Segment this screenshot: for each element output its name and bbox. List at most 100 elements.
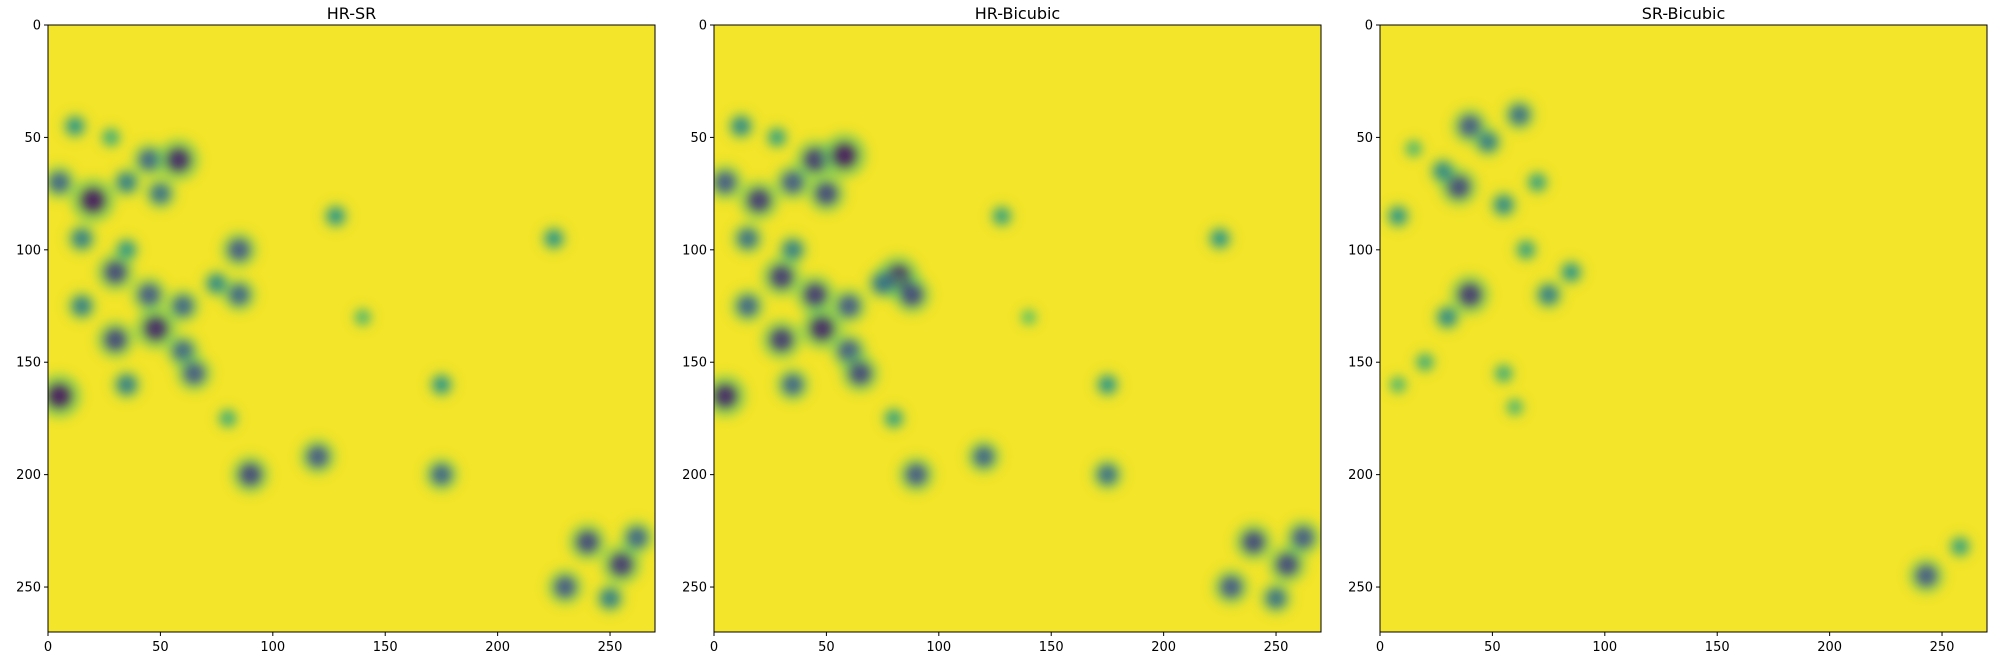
y-tick-label: 100 (682, 243, 707, 258)
heatmap-blob (1390, 377, 1406, 393)
heatmap-blob (149, 183, 171, 205)
x-tick-label: 150 (373, 640, 398, 655)
axes-frame (47, 24, 656, 633)
heatmap-blob (1457, 282, 1483, 308)
x-tick-label: 150 (1039, 640, 1064, 655)
heatmap-panel-hr-sr: HR-SR 0 50 100 150 200 250 0 50 100 150 200 250 (16, 4, 656, 655)
x-tick-label: 50 (152, 640, 169, 655)
heatmap-blob (782, 239, 803, 260)
y-tick-label: 50 (690, 131, 707, 146)
heatmap-blob (781, 373, 804, 396)
heatmap-blob (65, 117, 84, 136)
y-tick-label: 200 (682, 468, 707, 483)
heatmap-blob (48, 382, 73, 410)
y-tick-label: 150 (16, 356, 41, 371)
heatmap-blob (1437, 307, 1457, 327)
heatmap-blob (1291, 526, 1315, 550)
axes-frame (1379, 24, 1988, 633)
heatmap-blob (972, 445, 995, 468)
y-tick-label: 50 (1356, 131, 1373, 146)
heatmap-blob (885, 409, 903, 427)
heatmap-blob (228, 283, 251, 306)
heatmap-blob (71, 228, 92, 249)
heatmap-blob (714, 382, 739, 409)
x-tick-label: 100 (260, 640, 285, 655)
heatmap-blob (219, 410, 236, 427)
heatmap-blob (1494, 195, 1514, 215)
heatmap-blob (1096, 464, 1118, 486)
heatmap-blob (182, 361, 206, 385)
heatmap-blob (355, 309, 371, 325)
y-tick-label: 0 (1365, 19, 1373, 34)
heatmap-blob (103, 327, 128, 352)
heatmap-blob (746, 187, 772, 213)
heatmap-blob (1562, 263, 1581, 282)
y-tick-label: 0 (33, 19, 41, 34)
heatmap-blob (48, 171, 71, 194)
y-tick-label: 100 (16, 243, 41, 258)
y-tick-label: 250 (682, 581, 707, 596)
heatmap-blob (1275, 552, 1300, 577)
heatmap-blob (993, 207, 1011, 225)
heatmap-blob (600, 588, 621, 609)
heatmap-blob (608, 552, 634, 578)
x-tick-label: 0 (44, 640, 52, 655)
heatmap-blob (326, 207, 345, 226)
heatmap-blob (138, 148, 161, 171)
heatmap-blob (1219, 575, 1243, 599)
heatmap-blob (904, 463, 928, 487)
x-tick-label: 250 (598, 640, 623, 655)
heatmap-blob (1508, 104, 1530, 126)
heatmap-blob (116, 172, 137, 193)
heatmap-blob (1098, 375, 1117, 394)
heatmap-blob (848, 361, 873, 386)
heatmap-blob (227, 238, 251, 262)
x-tick-label: 200 (485, 640, 510, 655)
heatmap-blob (736, 295, 759, 318)
x-tick-label: 250 (1264, 640, 1289, 655)
heatmap-blob (1538, 284, 1559, 305)
heatmap-blob (102, 129, 119, 146)
heatmap-blob (71, 296, 92, 317)
heatmap-blob (1021, 310, 1036, 325)
panel-title: HR-SR (327, 4, 377, 23)
heatmap-blob (207, 274, 227, 294)
heatmap-blob (575, 530, 600, 555)
heatmap-panel-sr-bicubic: SR-Bicubic 0 50 100 150 200 250 0 50 100 150 200 25… (1348, 4, 1988, 655)
heatmap-image (714, 25, 1321, 632)
heatmap-blob (1416, 354, 1433, 371)
heatmap-blob (1528, 173, 1546, 191)
x-tick-label: 250 (1930, 640, 1955, 655)
heatmap-blob (430, 463, 453, 486)
x-tick-label: 0 (710, 640, 718, 655)
heatmap-blob (1241, 530, 1266, 555)
heatmap-blob (1210, 229, 1229, 248)
x-tick-label: 200 (1817, 640, 1842, 655)
heatmap-blob (1507, 399, 1523, 415)
heatmap-blob (238, 462, 263, 487)
heatmap-blob (306, 445, 330, 469)
heatmap-blob (79, 186, 107, 214)
y-tick-label: 250 (1348, 581, 1373, 596)
heatmap-blob (814, 181, 839, 206)
heatmap-blob (171, 295, 194, 318)
heatmap-blob (1517, 241, 1535, 259)
heatmap-blob (103, 260, 128, 285)
panel-title: SR-Bicubic (1642, 4, 1726, 23)
heatmap-panel-hr-bicubic: HR-Bicubic 0 50 100 150 200 250 0 50 100 150 200 25… (682, 4, 1322, 655)
x-tick-label: 100 (926, 640, 951, 655)
heatmap-blob (142, 315, 169, 342)
x-tick-label: 50 (1484, 640, 1501, 655)
heatmap-blob (116, 374, 137, 395)
axes-frame (713, 24, 1322, 633)
panel-title: HR-Bicubic (975, 4, 1060, 23)
heatmap-blob (872, 273, 894, 295)
heatmap-blob (553, 575, 577, 599)
heatmap-blob (1477, 131, 1498, 152)
y-tick-label: 100 (1348, 243, 1373, 258)
heatmap-blob (137, 283, 161, 307)
heatmap-blob (1388, 207, 1407, 226)
heatmap-blob (737, 228, 759, 250)
heatmap-blob (808, 315, 835, 342)
